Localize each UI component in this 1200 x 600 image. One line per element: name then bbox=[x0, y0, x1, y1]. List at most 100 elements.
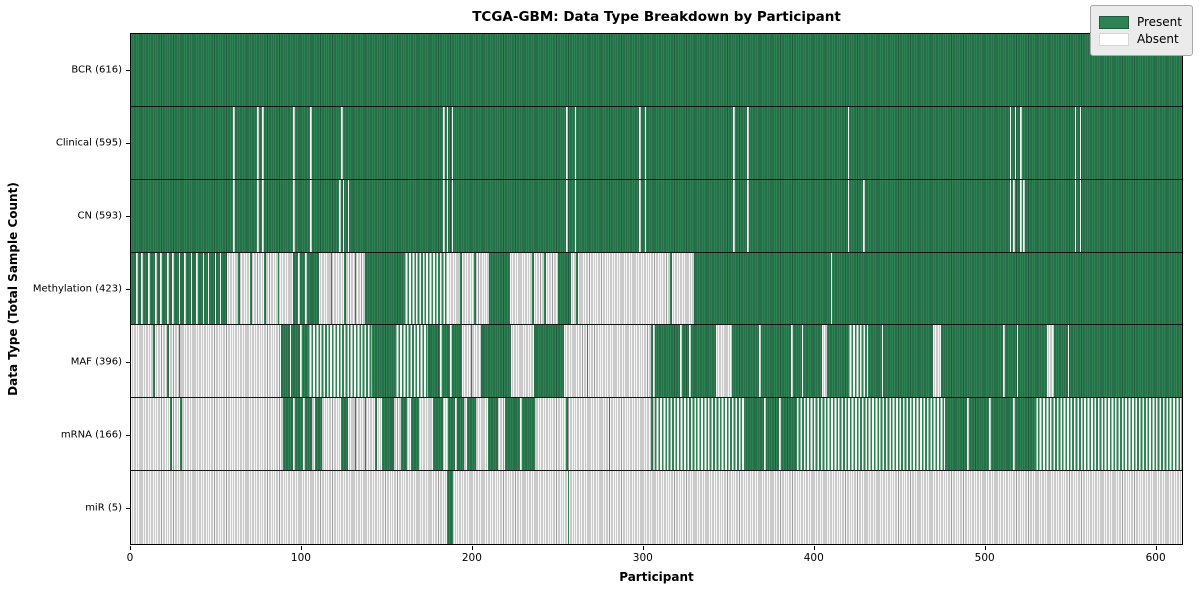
cell-segment bbox=[238, 252, 241, 325]
cell-segment bbox=[1067, 325, 1070, 398]
cell-segment bbox=[410, 398, 420, 471]
cell-segment bbox=[166, 325, 169, 398]
cell-segment bbox=[214, 252, 217, 325]
cell-segment bbox=[289, 325, 292, 398]
cell-segment bbox=[432, 398, 444, 471]
cell-segment bbox=[403, 252, 449, 325]
x-tick-mark bbox=[130, 546, 131, 550]
cell-segment bbox=[576, 252, 578, 325]
cell-segment bbox=[141, 252, 143, 325]
cell-segment bbox=[746, 106, 749, 179]
cell-segment bbox=[451, 106, 454, 179]
cell-segment bbox=[298, 252, 300, 325]
y-tick-label: Methylation (423) bbox=[32, 283, 122, 295]
cell-segment bbox=[467, 398, 476, 471]
x-tick-label: 400 bbox=[803, 552, 824, 564]
matrix-row bbox=[131, 325, 1182, 399]
cell-segment bbox=[733, 179, 735, 252]
cell-segment bbox=[374, 398, 377, 471]
cell-segment bbox=[131, 106, 1182, 179]
matrix-row bbox=[131, 398, 1182, 472]
cell-segment bbox=[651, 398, 654, 471]
cell-segment bbox=[763, 398, 766, 471]
cell-segment bbox=[310, 179, 312, 252]
cell-segment bbox=[651, 325, 654, 398]
cell-segment bbox=[1019, 179, 1022, 252]
cell-segment bbox=[758, 325, 761, 398]
cell-segment bbox=[250, 252, 253, 325]
cell-segment bbox=[1079, 179, 1082, 252]
y-tick-label: mRNA (166) bbox=[60, 429, 122, 441]
matrix-row bbox=[131, 106, 1182, 180]
x-tick-mark bbox=[300, 546, 302, 550]
legend-label-present: Present bbox=[1136, 15, 1182, 29]
cell-segment bbox=[733, 106, 735, 179]
cell-segment bbox=[171, 252, 174, 325]
y-tick-label: MAF (396) bbox=[70, 356, 122, 368]
cell-segment bbox=[293, 179, 295, 252]
cell-segment bbox=[847, 325, 869, 398]
cell-segment bbox=[180, 398, 183, 471]
cell-segment bbox=[136, 252, 138, 325]
cell-segment bbox=[330, 252, 333, 325]
cell-segment bbox=[564, 325, 655, 398]
y-tick-mark bbox=[126, 215, 130, 217]
cell-segment bbox=[439, 325, 442, 398]
y-tick-label: Clinical (595) bbox=[55, 137, 122, 149]
y-tick-label: CN (593) bbox=[77, 210, 122, 222]
cell-segment bbox=[1019, 106, 1022, 179]
cell-segment bbox=[293, 106, 295, 179]
cell-segment bbox=[1016, 325, 1019, 398]
cell-segment bbox=[347, 179, 350, 252]
cell-segment bbox=[830, 252, 833, 325]
cell-segment bbox=[154, 252, 157, 325]
cell-segment bbox=[131, 325, 282, 398]
matrix-row bbox=[131, 179, 1182, 253]
x-tick-mark bbox=[471, 546, 473, 550]
cell-segment bbox=[670, 252, 672, 325]
matrix-row bbox=[131, 471, 1182, 544]
cell-segment bbox=[567, 471, 570, 544]
cell-segment bbox=[342, 179, 345, 252]
legend-swatch-absent-icon bbox=[1098, 32, 1129, 46]
x-axis-label: Participant bbox=[619, 570, 694, 584]
x-tick-label: 300 bbox=[632, 552, 653, 564]
cell-segment bbox=[381, 398, 394, 471]
cell-segment bbox=[318, 252, 365, 325]
cell-segment bbox=[131, 34, 1182, 106]
cell-segment bbox=[566, 179, 568, 252]
cell-segment bbox=[354, 252, 357, 325]
legend-item-present: Present bbox=[1098, 15, 1182, 29]
cell-segment bbox=[354, 398, 357, 471]
x-tick-mark bbox=[984, 546, 986, 550]
cell-segment bbox=[644, 179, 647, 252]
cell-segment bbox=[487, 398, 498, 471]
x-tick-label: 600 bbox=[1145, 552, 1166, 564]
cell-segment bbox=[511, 325, 534, 398]
cell-segment bbox=[716, 325, 732, 398]
cell-segment bbox=[1013, 398, 1015, 471]
matrix-row bbox=[131, 34, 1182, 107]
x-tick-label: 100 bbox=[290, 552, 311, 564]
cell-segment bbox=[566, 398, 568, 471]
cell-segment bbox=[571, 252, 695, 325]
cell-segment bbox=[847, 179, 850, 252]
legend: Present Absent bbox=[1089, 5, 1193, 56]
y-tick-label: BCR (616) bbox=[71, 64, 122, 76]
cell-segment bbox=[881, 325, 884, 398]
cell-segment bbox=[746, 179, 749, 252]
cell-segment bbox=[131, 471, 1182, 544]
cell-segment bbox=[443, 179, 445, 252]
cell-segment bbox=[801, 325, 804, 398]
cell-segment bbox=[446, 179, 449, 252]
cell-segment bbox=[262, 106, 265, 179]
cell-segment bbox=[148, 252, 150, 325]
cell-segment bbox=[340, 398, 348, 471]
cell-segment bbox=[509, 252, 558, 325]
y-axis-label: Data Type (Total Sample Count) bbox=[6, 182, 20, 396]
cell-segment bbox=[202, 252, 205, 325]
cell-segment bbox=[1047, 325, 1055, 398]
cell-segment bbox=[315, 398, 323, 471]
cell-segment bbox=[531, 252, 534, 325]
